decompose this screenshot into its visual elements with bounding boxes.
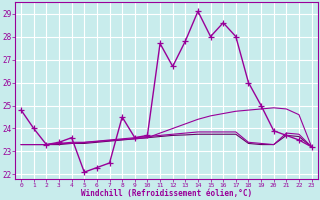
- X-axis label: Windchill (Refroidissement éolien,°C): Windchill (Refroidissement éolien,°C): [81, 189, 252, 198]
